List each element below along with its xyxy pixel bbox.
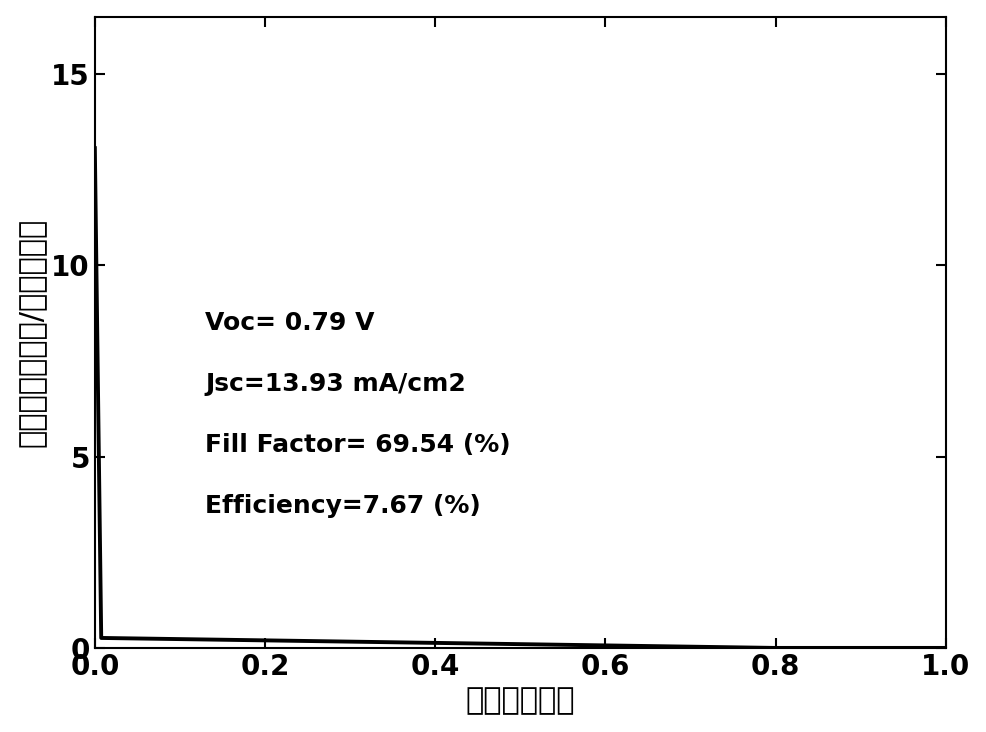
X-axis label: 电压（伏特）: 电压（伏特）: [465, 687, 575, 715]
Text: Efficiency=7.67 (%): Efficiency=7.67 (%): [205, 494, 481, 518]
Y-axis label: 电流密度（毫安/平方厘米）: 电流密度（毫安/平方厘米）: [17, 217, 45, 447]
Text: Fill Factor= 69.54 (%): Fill Factor= 69.54 (%): [205, 433, 511, 458]
Text: Jsc=13.93 mA/cm2: Jsc=13.93 mA/cm2: [205, 372, 465, 396]
Text: Voc= 0.79 V: Voc= 0.79 V: [205, 310, 375, 335]
